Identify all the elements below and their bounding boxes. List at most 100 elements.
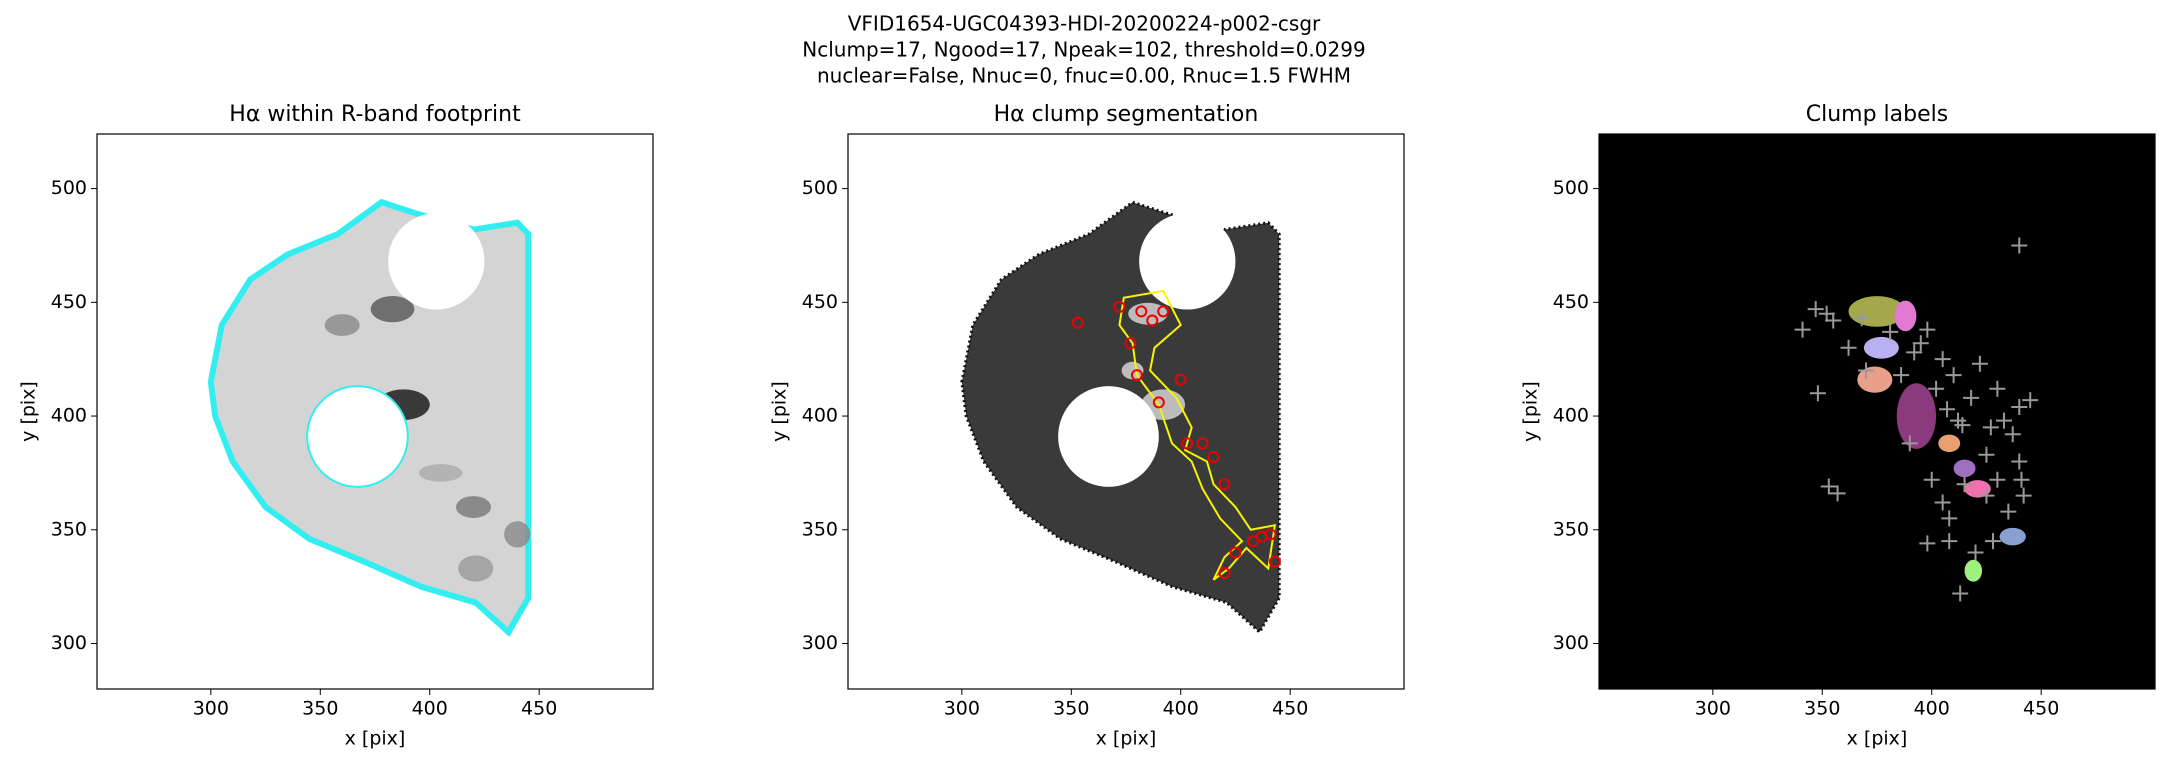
axes-frame [1598,133,2156,690]
peak-marker [1912,335,1929,352]
clump-peak [1218,566,1231,579]
y-tick-label: 350 [51,518,87,540]
x-tick-label: 300 [1695,698,1731,720]
hole-edge [306,385,409,488]
peak-marker [1934,351,1951,368]
peak-marker [2011,453,2028,470]
peak-marker [1901,435,1918,452]
clump-peak [1113,300,1126,313]
x-axis-label: x [pix] [1847,728,1908,750]
clump-label [1953,459,1976,478]
panel: 300 350 400 450 300 350 400 450 500 Hα clump segm… [769,102,1405,750]
peak-marker [2004,426,2021,443]
y-axis-label: y [pix] [18,381,40,442]
x-tick-label: 450 [2023,698,2059,720]
peak-marker [2013,471,2030,488]
emission [504,521,531,548]
y-tick-label: 350 [802,518,838,540]
x-tick-label: 300 [944,698,980,720]
peak-marker [1982,419,1999,436]
x-tick-label: 300 [193,698,229,720]
panel: 300 350 400 450 300 350 400 450 500 Clump labels x… [1520,102,2156,750]
peak-marker [1939,401,1956,418]
peak-marker [1945,367,1962,384]
suptitle-line: Nclump=17, Ngood=17, Npeak=102, threshol… [802,38,1365,62]
clump-peak [1146,314,1159,327]
clump-label [1863,336,1899,359]
y-tick-label: 450 [51,291,87,313]
y-tick-label: 300 [1553,632,1589,654]
suptitle-line: VFID1654-UGC04393-HDI-20200224-p002-csgr [848,12,1321,36]
peak-marker [1906,344,1923,361]
clump-contour [1118,289,1277,581]
peak-marker [1820,478,1837,495]
emission [455,496,492,518]
peak-marker [1829,485,1846,502]
peak-marker [1989,471,2006,488]
peak-marker [1952,585,1969,602]
axes-frame [96,133,654,690]
peak-marker [2011,398,2028,415]
x-tick-label: 350 [1053,698,1089,720]
clump-peak [1218,478,1231,491]
y-axis-label: y [pix] [1520,381,1542,442]
panel-title: Hα clump segmentation [994,102,1259,127]
y-axis-label: y [pix] [769,381,791,442]
x-tick-label: 400 [412,698,448,720]
x-tick-label: 400 [1163,698,1199,720]
peak-marker [1825,312,1842,329]
clump-peak [1181,437,1194,450]
peak-marker [1840,339,1857,356]
peak-marker [1995,412,2012,429]
image-background [1599,134,2155,689]
peak-marker [2022,392,2039,409]
peak-marker [1919,321,1936,338]
image-area [1599,134,2155,689]
peak-marker [1967,544,1984,561]
peak-marker [1956,476,1973,493]
clump-peak [1264,528,1277,541]
mask-hole [1139,213,1236,310]
clump-peak [1135,305,1148,318]
axes-frame [847,133,1405,690]
clump-peak [1229,546,1242,559]
peak-marker [1923,471,1940,488]
peak-marker [2015,487,2032,504]
clump-peak [1152,396,1165,409]
emission [418,464,463,482]
clump-peak [1157,305,1170,318]
clump-label [1964,559,1983,582]
emission [370,296,415,323]
clump-peak [1207,450,1220,463]
peak-marker [1807,301,1824,318]
mask-hole [307,386,408,487]
peak-marker [1989,380,2006,397]
peak-marker [1949,412,1966,429]
mask-hole [388,213,485,310]
clump-peak [1268,555,1281,568]
peak-marker [1978,487,1995,504]
y-tick-label: 450 [802,291,838,313]
peak-marker [1941,510,1958,527]
panel-title: Clump labels [1806,102,1948,127]
clump-label [1938,434,1961,453]
peak-marker [1928,380,1945,397]
emission [324,314,360,337]
x-tick-label: 350 [1804,698,1840,720]
peak-marker [1858,362,1875,379]
y-tick-label: 300 [802,632,838,654]
clump-label [1999,527,2026,546]
clump-peak [1174,373,1187,386]
x-tick-label: 450 [521,698,557,720]
peak-marker [1934,494,1951,511]
peak-marker [1919,535,1936,552]
peak-marker [2000,503,2017,520]
panel-title: Hα within R-band footprint [229,102,521,127]
peak-marker [1971,355,1988,372]
clump-peak [1130,369,1143,382]
peak-marker [1978,446,1995,463]
image-area [848,134,1404,689]
peak-marker [1985,533,2002,550]
x-tick-label: 450 [1272,698,1308,720]
